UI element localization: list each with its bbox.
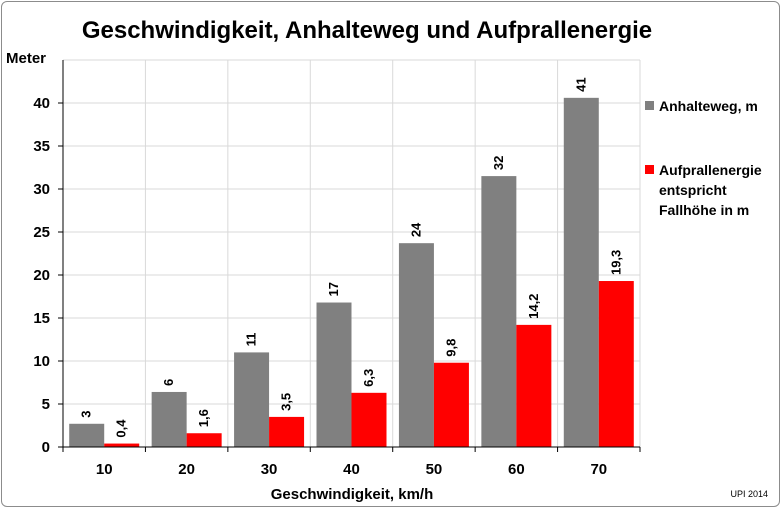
y-tick-label: 25: [33, 224, 50, 241]
x-tick-label: 30: [261, 461, 278, 478]
y-tick-label: 0: [42, 439, 50, 456]
data-label: 3,5: [279, 393, 294, 411]
legend-swatch: [645, 101, 654, 110]
bar-anhalteweg: [398, 243, 434, 447]
bar-anhalteweg: [563, 97, 599, 447]
chart-title: Geschwindigkeit, Anhalteweg und Aufprall…: [82, 17, 652, 44]
x-tick-label: 70: [590, 461, 607, 478]
bar-anhalteweg: [69, 423, 105, 447]
data-label: 6: [161, 379, 176, 386]
data-label: 24: [408, 222, 423, 237]
credit-text: UPI 2014: [730, 489, 768, 499]
data-label: 17: [326, 282, 341, 296]
data-label: 32: [491, 156, 506, 170]
bar-aufprallenergie: [269, 416, 305, 447]
x-tick-label: 60: [508, 461, 525, 478]
legend-swatch: [645, 165, 654, 174]
x-tick-label: 10: [96, 461, 113, 478]
axes: 0 5 10 15 20 25 30 35 40 10 20 30 40 50 60 70: [33, 60, 641, 478]
data-label: 6,3: [361, 369, 376, 387]
data-label: 41: [573, 77, 588, 91]
legend: Anhalteweg, m Aufprallenergie entspricht Fa…: [645, 98, 762, 218]
legend-label: Fallhöhe in m: [659, 202, 749, 218]
y-tick-label: 5: [42, 396, 50, 413]
bars: 3 0,4 6 1,6 11 3,5 17 6,3 24 9,8 32 14,2 41 19,3: [69, 77, 634, 447]
data-label: 1,6: [196, 409, 211, 427]
data-label: 9,8: [443, 339, 458, 357]
x-tick-label: 40: [343, 461, 360, 478]
y-axis-title: Meter: [6, 50, 46, 67]
y-tick-label: 35: [33, 138, 50, 155]
y-tick-label: 20: [33, 267, 50, 284]
bar-aufprallenergie: [598, 281, 634, 447]
bar-aufprallenergie: [104, 443, 140, 447]
bar-aufprallenergie: [351, 392, 387, 447]
bar-anhalteweg: [316, 302, 352, 447]
bar-aufprallenergie: [186, 433, 222, 447]
bar-anhalteweg: [151, 391, 187, 447]
data-label: 3: [79, 411, 94, 418]
data-label: 0,4: [114, 419, 129, 438]
y-tick-label: 40: [33, 95, 50, 112]
data-label: 14,2: [526, 294, 541, 319]
bar-aufprallenergie: [516, 324, 552, 447]
legend-label: Anhalteweg, m: [659, 98, 758, 114]
x-tick-label: 20: [178, 461, 195, 478]
data-label: 19,3: [608, 250, 623, 275]
x-tick-label: 50: [426, 461, 443, 478]
data-label: 11: [244, 333, 259, 347]
y-tick-label: 30: [33, 181, 50, 198]
legend-label: Aufprallenergie: [659, 162, 762, 178]
bar-anhalteweg: [481, 176, 517, 447]
bar-anhalteweg: [234, 352, 270, 447]
bar-aufprallenergie: [433, 362, 469, 447]
y-tick-label: 15: [33, 310, 50, 327]
legend-label: entspricht: [659, 182, 727, 198]
x-axis-title: Geschwindigkeit, km/h: [271, 486, 434, 503]
y-tick-label: 10: [33, 353, 50, 370]
